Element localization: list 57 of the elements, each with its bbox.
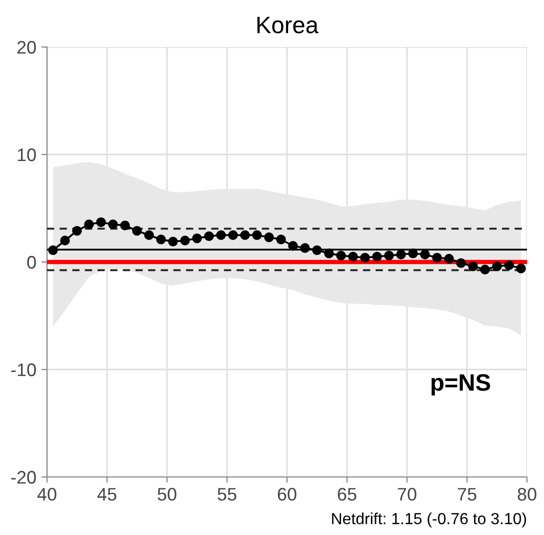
point: [72, 226, 82, 236]
point: [132, 226, 142, 236]
y-tick-label: 20: [17, 40, 36, 54]
x-tick-label: 45: [97, 488, 116, 501]
point: [156, 234, 166, 244]
point: [240, 230, 250, 240]
point: [96, 217, 106, 228]
point: [60, 236, 70, 246]
point: [420, 250, 430, 260]
point: [180, 236, 190, 246]
point: [144, 230, 154, 240]
x-tick-label: 70: [398, 488, 416, 501]
point: [120, 220, 130, 230]
point: [84, 220, 94, 230]
point: [360, 252, 370, 263]
point: [504, 260, 514, 270]
point: [408, 248, 418, 258]
point: [396, 250, 406, 260]
text: Netdrift: 1.15 (-0.76 to 3.10): [332, 512, 526, 528]
point: [288, 241, 298, 251]
point: [468, 261, 478, 272]
point: [252, 230, 262, 240]
point: [516, 264, 526, 274]
x-tick-label: 50: [158, 488, 176, 501]
point: [384, 250, 394, 260]
annotation: p=NS: [432, 374, 490, 396]
point: [480, 264, 490, 274]
chart-title: Korea: [257, 16, 319, 34]
point: [492, 261, 502, 272]
point: [48, 245, 58, 256]
point: [336, 250, 346, 260]
point: [300, 243, 310, 253]
point: [168, 236, 178, 246]
point: [456, 258, 466, 268]
y-tick-label: 0: [27, 256, 36, 269]
x-tick-label: 75: [458, 488, 476, 501]
point: [276, 234, 286, 244]
point: [444, 254, 454, 264]
x-tick-label: 60: [278, 488, 296, 501]
x-tick-label: 65: [338, 488, 356, 501]
x-tick-label: 80: [518, 488, 536, 501]
y-tick-label: -10: [11, 363, 36, 376]
x-tick-label: 40: [37, 488, 56, 501]
point: [192, 233, 202, 244]
point: [108, 220, 118, 230]
point: [372, 252, 382, 262]
y-tick-label: -20: [11, 470, 36, 484]
x-tick-label: 55: [218, 488, 236, 501]
y-tick-label: 10: [18, 148, 36, 162]
point: [204, 231, 214, 242]
point: [228, 230, 238, 240]
point: [312, 245, 322, 256]
point: [264, 232, 274, 242]
point: [216, 230, 226, 240]
point: [348, 252, 358, 262]
point: [324, 248, 334, 258]
point: [432, 252, 442, 263]
